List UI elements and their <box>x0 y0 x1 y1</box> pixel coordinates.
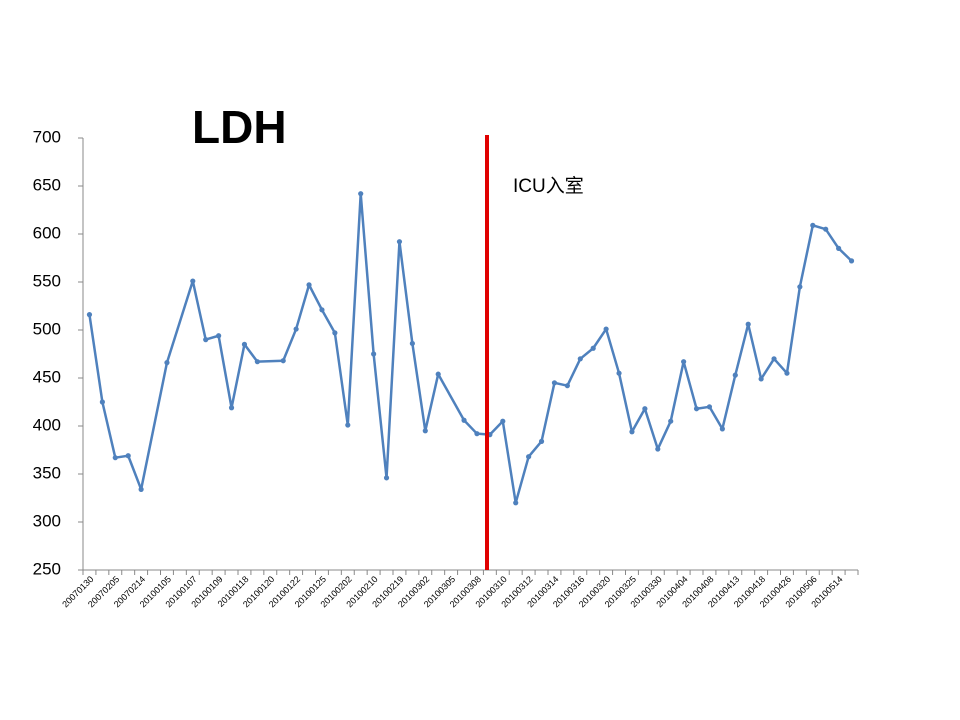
point <box>203 337 209 343</box>
point <box>836 245 842 251</box>
line <box>282 192 440 480</box>
point <box>474 431 480 437</box>
point <box>616 370 622 376</box>
point <box>810 222 816 228</box>
point <box>112 455 118 461</box>
y-tick-label: 250 <box>33 559 61 578</box>
point <box>642 406 648 412</box>
point <box>668 418 674 424</box>
point <box>706 404 713 410</box>
gap-connector <box>165 280 194 364</box>
point <box>629 429 635 435</box>
point <box>577 356 583 362</box>
chart-title: LDH <box>192 101 287 153</box>
point <box>293 326 299 332</box>
point <box>719 426 725 432</box>
y-tick-label: 650 <box>33 175 61 194</box>
point <box>332 330 338 336</box>
point <box>603 326 609 332</box>
point <box>216 333 222 339</box>
point <box>358 191 364 197</box>
point <box>655 446 661 452</box>
point <box>551 380 558 386</box>
point <box>396 239 403 245</box>
point <box>422 428 428 434</box>
line <box>191 280 259 410</box>
point <box>319 307 325 313</box>
point <box>254 359 260 365</box>
point <box>771 356 777 362</box>
y-tick-label: 700 <box>33 127 61 146</box>
point <box>693 406 700 412</box>
point <box>681 359 687 365</box>
point <box>409 340 415 347</box>
point <box>848 258 855 264</box>
point <box>745 321 751 327</box>
point <box>125 453 131 459</box>
point <box>383 475 390 481</box>
point <box>564 383 570 389</box>
point <box>138 486 144 492</box>
point <box>513 500 519 506</box>
point <box>590 345 596 351</box>
point <box>784 370 790 376</box>
gap-connector <box>437 373 466 421</box>
point <box>797 284 803 290</box>
y-tick-label: 600 <box>33 223 61 242</box>
point <box>86 312 93 318</box>
point <box>538 438 545 444</box>
point <box>306 282 312 288</box>
point <box>526 454 532 460</box>
point <box>758 376 764 382</box>
y-tick-label: 450 <box>33 367 61 386</box>
point <box>435 371 441 377</box>
point <box>241 341 248 347</box>
point <box>345 422 351 428</box>
point <box>461 417 467 423</box>
point <box>228 405 235 411</box>
point <box>732 372 738 378</box>
y-tick-label: 350 <box>33 463 61 482</box>
point <box>190 278 196 284</box>
gap-connector <box>139 362 169 490</box>
gap-connector <box>257 359 284 363</box>
y-tick-label: 550 <box>33 271 61 290</box>
point <box>280 358 286 364</box>
line <box>88 314 143 490</box>
annotation: ICU入室 <box>513 175 584 197</box>
y-tick-label: 300 <box>33 511 61 530</box>
line <box>463 224 853 505</box>
point <box>500 418 506 424</box>
y-tick-label: 400 <box>33 415 61 434</box>
point <box>371 351 377 357</box>
y-tick-label: 500 <box>33 319 61 338</box>
point <box>823 226 829 232</box>
point <box>164 360 170 366</box>
point <box>99 399 105 405</box>
